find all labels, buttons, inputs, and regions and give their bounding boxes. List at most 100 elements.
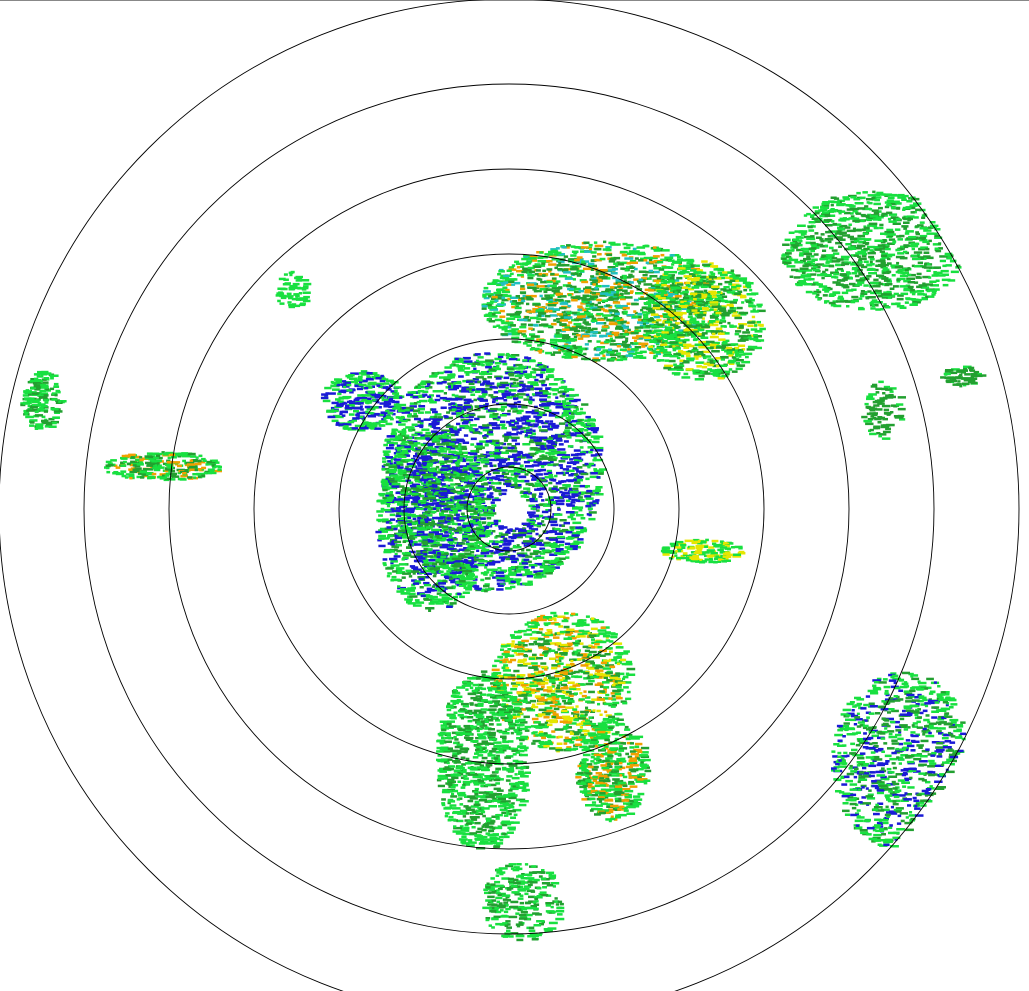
echo-gate (501, 321, 509, 325)
echo-gate (490, 468, 498, 472)
echo-gate (503, 546, 510, 549)
top-border (0, 0, 1029, 1)
echo-gate (380, 537, 389, 540)
echo-gate (516, 425, 523, 428)
echo-gate (549, 341, 558, 344)
echo-gate (433, 415, 438, 419)
echo-gate (520, 287, 526, 291)
echo-gate (605, 293, 615, 297)
echo-gate (653, 338, 661, 342)
echo-gate (425, 483, 432, 486)
echo-gate (463, 586, 472, 589)
echo-gate (441, 596, 450, 599)
echo-gate (536, 509, 540, 512)
echo-gate (393, 469, 398, 472)
echo-gate (438, 491, 448, 495)
echo-gate (498, 478, 504, 482)
echo-gate (588, 517, 596, 521)
echo-gate (508, 268, 517, 271)
echo-gate (530, 335, 539, 338)
echo-gate (449, 373, 456, 376)
echo-gate (603, 309, 608, 312)
echo-gate (426, 562, 435, 565)
echo-gate (526, 530, 532, 533)
echo-gate (441, 520, 450, 524)
precipitation-echoes (20, 190, 987, 942)
echo-gate (490, 396, 498, 399)
echo-gate (530, 507, 537, 510)
echo-gate (498, 492, 507, 496)
echo-gate (704, 324, 711, 327)
echo-gate (676, 276, 683, 280)
echo-gate (489, 574, 494, 577)
echo-gate (486, 507, 495, 510)
echo-gate (560, 381, 565, 384)
echo-gate (653, 247, 662, 251)
echo-gate (449, 553, 453, 556)
echo-gate (470, 443, 475, 446)
echo-gate (574, 481, 581, 484)
echo-gate (565, 352, 569, 356)
echo-gate (434, 372, 439, 376)
echo-gate (385, 479, 394, 483)
echo-gate (580, 472, 589, 476)
echo-gate (461, 386, 470, 390)
echo-gate (653, 267, 662, 270)
echo-gate (540, 479, 547, 482)
echo-gate (378, 537, 385, 540)
echo-gate (389, 521, 393, 525)
echo-gate (453, 560, 461, 563)
echo-gate (487, 409, 497, 412)
echo-gate (680, 259, 690, 262)
echo-gate (473, 456, 477, 459)
echo-gate (554, 400, 562, 403)
echo-gate (506, 356, 510, 360)
echo-gate (549, 456, 558, 460)
echo-gate (550, 322, 557, 326)
echo-gate (577, 347, 586, 350)
echo-gate (428, 491, 433, 494)
echo-gate (388, 465, 398, 469)
echo-gate (593, 457, 597, 460)
echo-gate (677, 258, 683, 261)
echo-gate (422, 558, 428, 562)
echo-gate (528, 504, 535, 508)
echo-gate (498, 460, 506, 464)
echo-gate (414, 485, 421, 488)
echo-gate (533, 368, 542, 371)
echo-gate (462, 441, 470, 444)
echo-gate (539, 413, 547, 417)
echo-gate (525, 296, 533, 299)
echo-gate (448, 403, 452, 406)
echo-gate (462, 489, 468, 493)
echo-gate (487, 510, 493, 513)
echo-gate (521, 560, 528, 564)
echo-gate (410, 409, 415, 412)
echo-gate (440, 565, 449, 568)
echo-gate (580, 302, 589, 305)
echo-gate (652, 349, 656, 353)
echo-gate (677, 339, 687, 342)
echo-gate (414, 424, 424, 427)
echo-gate (447, 376, 453, 379)
echo-gate (382, 488, 388, 492)
echo-gate (424, 511, 431, 514)
echo-gate (421, 541, 430, 544)
echo-gate (521, 541, 529, 545)
echo-gate (544, 409, 552, 412)
echo-gate (500, 301, 505, 305)
echo-gate (640, 295, 644, 299)
echo-gate (464, 493, 470, 497)
echo-gate (398, 497, 408, 500)
echo-gate (567, 348, 573, 352)
echo-gate (463, 581, 470, 584)
echo-gate (458, 444, 462, 447)
echo-gate (548, 536, 557, 540)
echo-gate (381, 467, 390, 471)
echo-gate (643, 256, 653, 260)
echo-gate (506, 313, 514, 316)
echo-gate (551, 487, 557, 490)
echo-gate (435, 487, 443, 490)
echo-gate (459, 455, 467, 458)
echo-gate (598, 468, 607, 471)
